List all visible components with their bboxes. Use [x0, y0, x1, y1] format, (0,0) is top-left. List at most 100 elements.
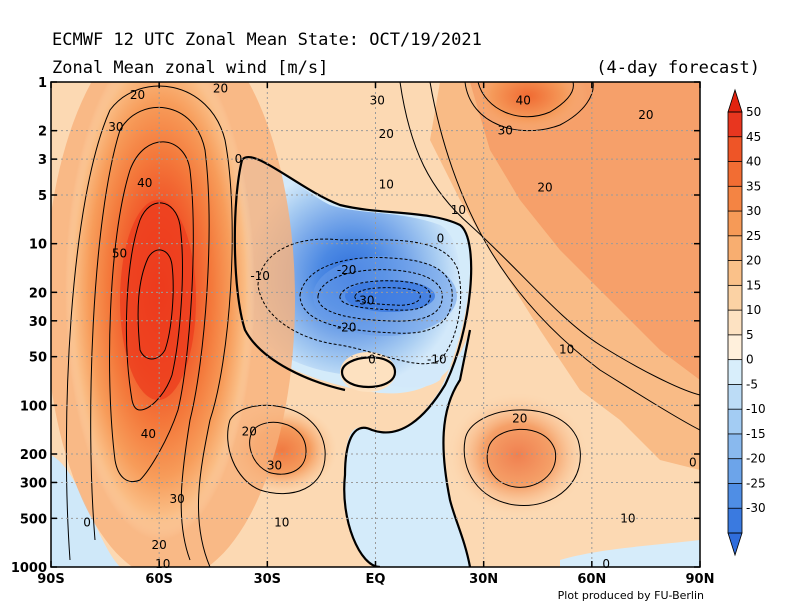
- colorbar-arrow-top: [727, 88, 743, 113]
- contour-neg-15: [299, 257, 453, 334]
- contour-label-text: 50: [112, 246, 127, 260]
- contour-label-text: 20: [152, 538, 167, 552]
- contour-lines: [65, 82, 700, 567]
- contour-label-text: 0: [437, 232, 445, 246]
- contour-label-text: 0: [368, 352, 376, 366]
- contour-label-text: 20: [537, 181, 552, 195]
- contour-zero-tropical: [241, 155, 473, 567]
- region-polar-night-jet-core: [120, 200, 196, 400]
- y-tick-label: 500: [20, 512, 47, 527]
- contour-label: -20: [337, 320, 357, 334]
- colorbar-label: 0: [746, 353, 754, 367]
- contour-nh-strato-20: [429, 82, 700, 431]
- contour-label-text: -10: [250, 269, 270, 283]
- contour-zero-tropical-sh: [233, 159, 346, 392]
- colorbar-swatch: [728, 359, 742, 385]
- colorbar-swatch: [728, 409, 742, 435]
- y-tick-label: 2: [38, 125, 47, 140]
- y-tick-label: 30: [29, 315, 47, 330]
- y-tick-label: 100: [20, 399, 47, 414]
- contour-label: 30: [498, 124, 513, 138]
- x-tick-label: 30N: [469, 572, 498, 587]
- y-tick-label: 200: [20, 448, 47, 463]
- x-tick-label: 90N: [686, 572, 715, 587]
- contour-sh-subtropical-1: [227, 404, 326, 495]
- colorbar-swatch: [728, 186, 742, 212]
- contour-label-text: 30: [108, 120, 123, 134]
- contour-label: 30: [370, 93, 385, 107]
- contour-label-text: 10: [451, 203, 466, 217]
- colorbar-label: 25: [746, 229, 761, 243]
- colorbar-swatch: [728, 260, 742, 286]
- contour-label-text: 20: [242, 424, 257, 438]
- colorbar-swatch: [728, 211, 742, 237]
- contour-label-text: 10: [559, 342, 574, 356]
- contour-jet-ring-5: [137, 249, 174, 360]
- contour-label-text: 40: [516, 93, 531, 107]
- contour-jet-ring-3: [109, 141, 194, 483]
- contour-label-text: 10: [274, 515, 289, 529]
- contour-jet-ring-1: [65, 85, 233, 567]
- contour-lines-negative: [257, 238, 462, 365]
- contour-label-text: -20: [337, 320, 357, 334]
- contour-label: 30: [170, 492, 185, 506]
- colorbar-label: -5: [746, 377, 758, 391]
- colorbar-swatch: [728, 112, 742, 138]
- contour-label: 10: [379, 177, 394, 191]
- colorbar-frame: [727, 111, 743, 534]
- colorbar-label: 40: [746, 155, 761, 169]
- y-tick-label: 10: [29, 238, 47, 253]
- contour-nh-top-30: [464, 82, 594, 132]
- contour-label-text: 0: [689, 455, 697, 469]
- contour-label-text: 20: [512, 412, 527, 426]
- region-low-level-easterlies-nh: [560, 540, 700, 567]
- contour-label: 0: [689, 455, 697, 469]
- colorbar-label: -30: [746, 501, 766, 515]
- colorbar-label: 45: [746, 130, 761, 144]
- credit-text: Plot produced by FU-Berlin: [558, 589, 704, 602]
- contour-nh-top-40: [477, 82, 574, 118]
- contour-label: 20: [638, 108, 653, 122]
- region-nh-strato: [470, 82, 700, 380]
- contour-label-text: 20: [213, 82, 228, 96]
- x-tick-label: 60S: [145, 572, 172, 587]
- contour-sh-subtropical-2: [249, 421, 307, 475]
- contour-label: 10: [274, 515, 289, 529]
- contour-label: 50: [112, 246, 127, 260]
- contour-label: 0: [437, 232, 445, 246]
- contour-label: 20: [130, 88, 145, 102]
- colorbar-swatch: [728, 334, 742, 361]
- contour-label-text: 20: [638, 108, 653, 122]
- contour-label: 10: [451, 203, 466, 217]
- colorbar-swatch: [728, 483, 742, 509]
- contour-label-text: 20: [379, 127, 394, 141]
- region-nh-top-max: [468, 82, 588, 134]
- colorbar-swatch: [728, 136, 742, 163]
- contour-neg-30: [354, 287, 421, 306]
- x-axis: 90S 60S 30S EQ 30N 60N 90N: [37, 82, 714, 587]
- contour-label: -10: [427, 352, 447, 366]
- colorbar-label: 5: [746, 328, 754, 342]
- colorbar-label: 20: [746, 254, 761, 268]
- contour-neg-25: [339, 280, 431, 311]
- colorbar-label: 30: [746, 204, 761, 218]
- contour-label: 10: [620, 511, 635, 525]
- colorbar-swatch: [728, 458, 742, 484]
- contour-labels: 20 20 30 40 20 30 20 30 0 40 10 20 10 0 50 -10 -20 -30 -20…: [83, 82, 697, 571]
- colorbar-swatch: [728, 235, 742, 262]
- contour-label: 10: [559, 342, 574, 356]
- contour-label: 0: [368, 352, 376, 366]
- contour-label-text: 30: [170, 492, 185, 506]
- contour-neg-20: [317, 269, 443, 322]
- y-tick-label: 50: [29, 351, 47, 366]
- contour-label: 0: [83, 515, 91, 529]
- x-tick-label: 60N: [577, 572, 606, 587]
- contour-label-text: 0: [235, 152, 243, 166]
- contour-label: 30: [108, 120, 123, 134]
- contour-label: -30: [355, 294, 375, 308]
- contour-zero-bubble: [340, 356, 397, 389]
- colorbar-label: -20: [746, 452, 766, 466]
- y-tick-label: 300: [20, 476, 47, 491]
